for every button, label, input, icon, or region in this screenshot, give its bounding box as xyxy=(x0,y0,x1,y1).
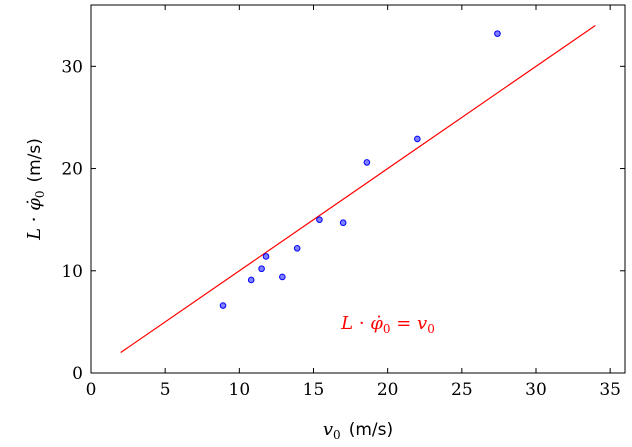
data-point xyxy=(363,159,371,166)
fit-line xyxy=(120,24,596,354)
data-point xyxy=(316,216,323,223)
plot-frame xyxy=(90,4,626,374)
x-tick-label: 20 xyxy=(377,380,399,400)
x-tick-label: 30 xyxy=(525,380,547,400)
x-tick-label: 5 xyxy=(160,380,171,400)
x-tick-label: 10 xyxy=(229,380,251,400)
data-point xyxy=(414,135,421,143)
y-tick-label: 0 xyxy=(72,364,83,384)
x-axis-label: v0 (m/s) xyxy=(323,419,393,442)
data-point xyxy=(279,273,286,281)
data-point xyxy=(247,276,255,284)
series-layer xyxy=(120,24,596,354)
y-tick-label: 30 xyxy=(61,57,83,77)
data-point xyxy=(258,265,265,273)
x-tick-label: 35 xyxy=(599,380,621,400)
x-tick-label: 0 xyxy=(86,380,97,400)
fit-line-annotation: L · φ̇0 = v0 xyxy=(340,313,435,336)
data-point xyxy=(494,30,501,37)
y-tick-label: 10 xyxy=(61,262,83,282)
y-axis-label: L · φ̇0(m/s) xyxy=(24,138,47,241)
data-point xyxy=(219,302,227,309)
x-tick-label: 25 xyxy=(451,380,473,400)
data-point xyxy=(262,253,270,260)
x-tick-label: 15 xyxy=(303,380,325,400)
y-axis-ticks: 0 10 20 30 xyxy=(61,57,625,384)
data-point xyxy=(293,244,301,252)
x-axis-ticks: 0 5 10 15 20 25 30 35 xyxy=(86,5,621,400)
y-tick-label: 20 xyxy=(61,160,83,180)
data-point xyxy=(339,219,347,227)
